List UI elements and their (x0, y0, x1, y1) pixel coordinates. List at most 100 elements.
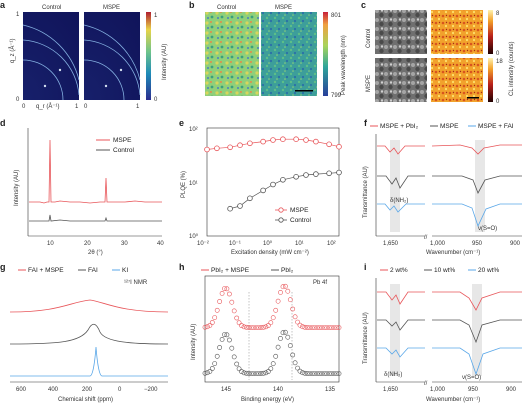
ann-pb4f: Pb 4f (313, 280, 327, 286)
data-point (337, 170, 342, 175)
legend-mspe: MSPE (290, 207, 309, 214)
panel-letter: c (361, 0, 366, 10)
data-point (264, 325, 268, 329)
data-point (337, 144, 342, 149)
data-point (205, 147, 210, 152)
svg-text:950: 950 (468, 387, 479, 393)
svg-text://: // (424, 381, 428, 387)
svg-text:10¹: 10¹ (295, 241, 304, 247)
sem-control (375, 10, 427, 54)
svg-text:0: 0 (496, 51, 500, 57)
data-point (239, 369, 243, 373)
svg-text:MSPE + PbI₂: MSPE + PbI₂ (380, 123, 419, 130)
svg-text:10: 10 (47, 241, 54, 247)
panel-h: h PbI₂ + MSPE PbI₂ Pb 4f 145 140 135 Bin… (175, 262, 350, 407)
data-point (271, 362, 275, 366)
legend-control: Control (113, 147, 135, 154)
series-ki (10, 347, 168, 376)
svg-text:20 wt%: 20 wt% (478, 267, 500, 274)
svg-text:10¹: 10¹ (189, 181, 198, 187)
data-point (261, 139, 266, 144)
svg-text:900: 900 (510, 241, 521, 247)
panel-letter: i (364, 262, 367, 272)
data-point (210, 366, 214, 370)
data-point (232, 355, 236, 359)
svg-text:145: 145 (221, 387, 232, 393)
data-point (271, 316, 275, 320)
data-point (208, 369, 212, 373)
svg-text:10⁻¹: 10⁻¹ (229, 241, 241, 247)
data-point (238, 204, 243, 209)
svg-text:KI: KI (122, 267, 128, 274)
series-mspe (29, 140, 162, 203)
giwaxs-control (23, 12, 79, 100)
data-point (288, 344, 292, 348)
svg-text:1,000: 1,000 (430, 241, 446, 247)
data-point (266, 323, 270, 327)
xrd-chart: MSPE Control 10 20 30 40 2θ (°) Intensit… (0, 118, 175, 258)
data-point (327, 372, 331, 376)
svg-text:135: 135 (325, 387, 336, 393)
svg-text:FAI: FAI (88, 267, 98, 274)
svg-text:0: 0 (84, 104, 88, 110)
legend-mspe: MSPE (113, 137, 132, 144)
data-point (218, 345, 222, 349)
data-point (283, 284, 287, 288)
d-ylabel: Intensity (AU) (14, 170, 20, 206)
ann-so: ν(S=O) (462, 375, 481, 381)
data-point (269, 367, 273, 371)
data-point (332, 372, 336, 376)
data-point (227, 338, 231, 342)
data-point (261, 188, 266, 193)
data-point (205, 371, 209, 375)
series-control (29, 215, 162, 221)
data-point (230, 300, 234, 304)
panel-f: f MSPE + PbI₂ MSPE MSPE + FAI // δ(NH₂) … (350, 118, 530, 258)
data-point (225, 287, 229, 291)
data-point (210, 320, 214, 324)
ann-nmr: ¹²⁷I NMR (124, 279, 148, 286)
data-point (215, 308, 219, 312)
panel-letter: b (189, 0, 195, 10)
data-point (286, 335, 290, 339)
data-point (227, 292, 231, 296)
data-point (308, 326, 312, 330)
svg-text:MSPE: MSPE (440, 123, 459, 130)
data-point (220, 291, 224, 295)
series-fai (10, 324, 168, 344)
scale-bar (295, 90, 313, 92)
data-point (327, 171, 332, 176)
panel-d: d MSPE Control 10 20 30 40 2θ (°) Intens… (0, 118, 175, 258)
data-point (274, 308, 278, 312)
svg-text:MSPE + FAI: MSPE + FAI (478, 123, 514, 130)
colorbar (146, 12, 151, 100)
legend-control: Control (290, 217, 312, 224)
svg-text:600: 600 (16, 387, 27, 393)
c-cbar-label: CL intensity (counts) (509, 42, 515, 96)
data-point (248, 141, 253, 146)
data-point (283, 330, 287, 334)
svg-text:8: 8 (496, 11, 500, 17)
svg-text:1,650: 1,650 (383, 387, 399, 393)
map-title: MSPE (275, 5, 292, 11)
svg-text:900: 900 (506, 387, 517, 393)
data-point (213, 316, 217, 320)
data-point (293, 361, 297, 365)
panel-letter: g (0, 262, 6, 272)
panel-a: a Control MSPE 1 0 q_z (Å⁻¹) 0 1 0 1 q_r… (0, 0, 185, 115)
data-point (225, 333, 229, 337)
svg-text:2 wt%: 2 wt% (390, 267, 408, 274)
data-point (269, 321, 273, 325)
g-xlabel: Chemical shift (ppm) (58, 397, 113, 403)
svg-text:0: 0 (496, 99, 500, 105)
data-point (274, 354, 278, 358)
data-point (327, 326, 331, 330)
data-point (294, 174, 299, 179)
data-point (213, 362, 217, 366)
svg-text:950: 950 (472, 241, 483, 247)
svg-text:0: 0 (118, 387, 122, 393)
map-title: Control (217, 5, 236, 11)
data-point (293, 315, 297, 319)
panel-g: g FAI + MSPE FAI KI ¹²⁷I NMR 600 400 200… (0, 262, 175, 407)
svg-text:10 wt%: 10 wt% (434, 267, 456, 274)
